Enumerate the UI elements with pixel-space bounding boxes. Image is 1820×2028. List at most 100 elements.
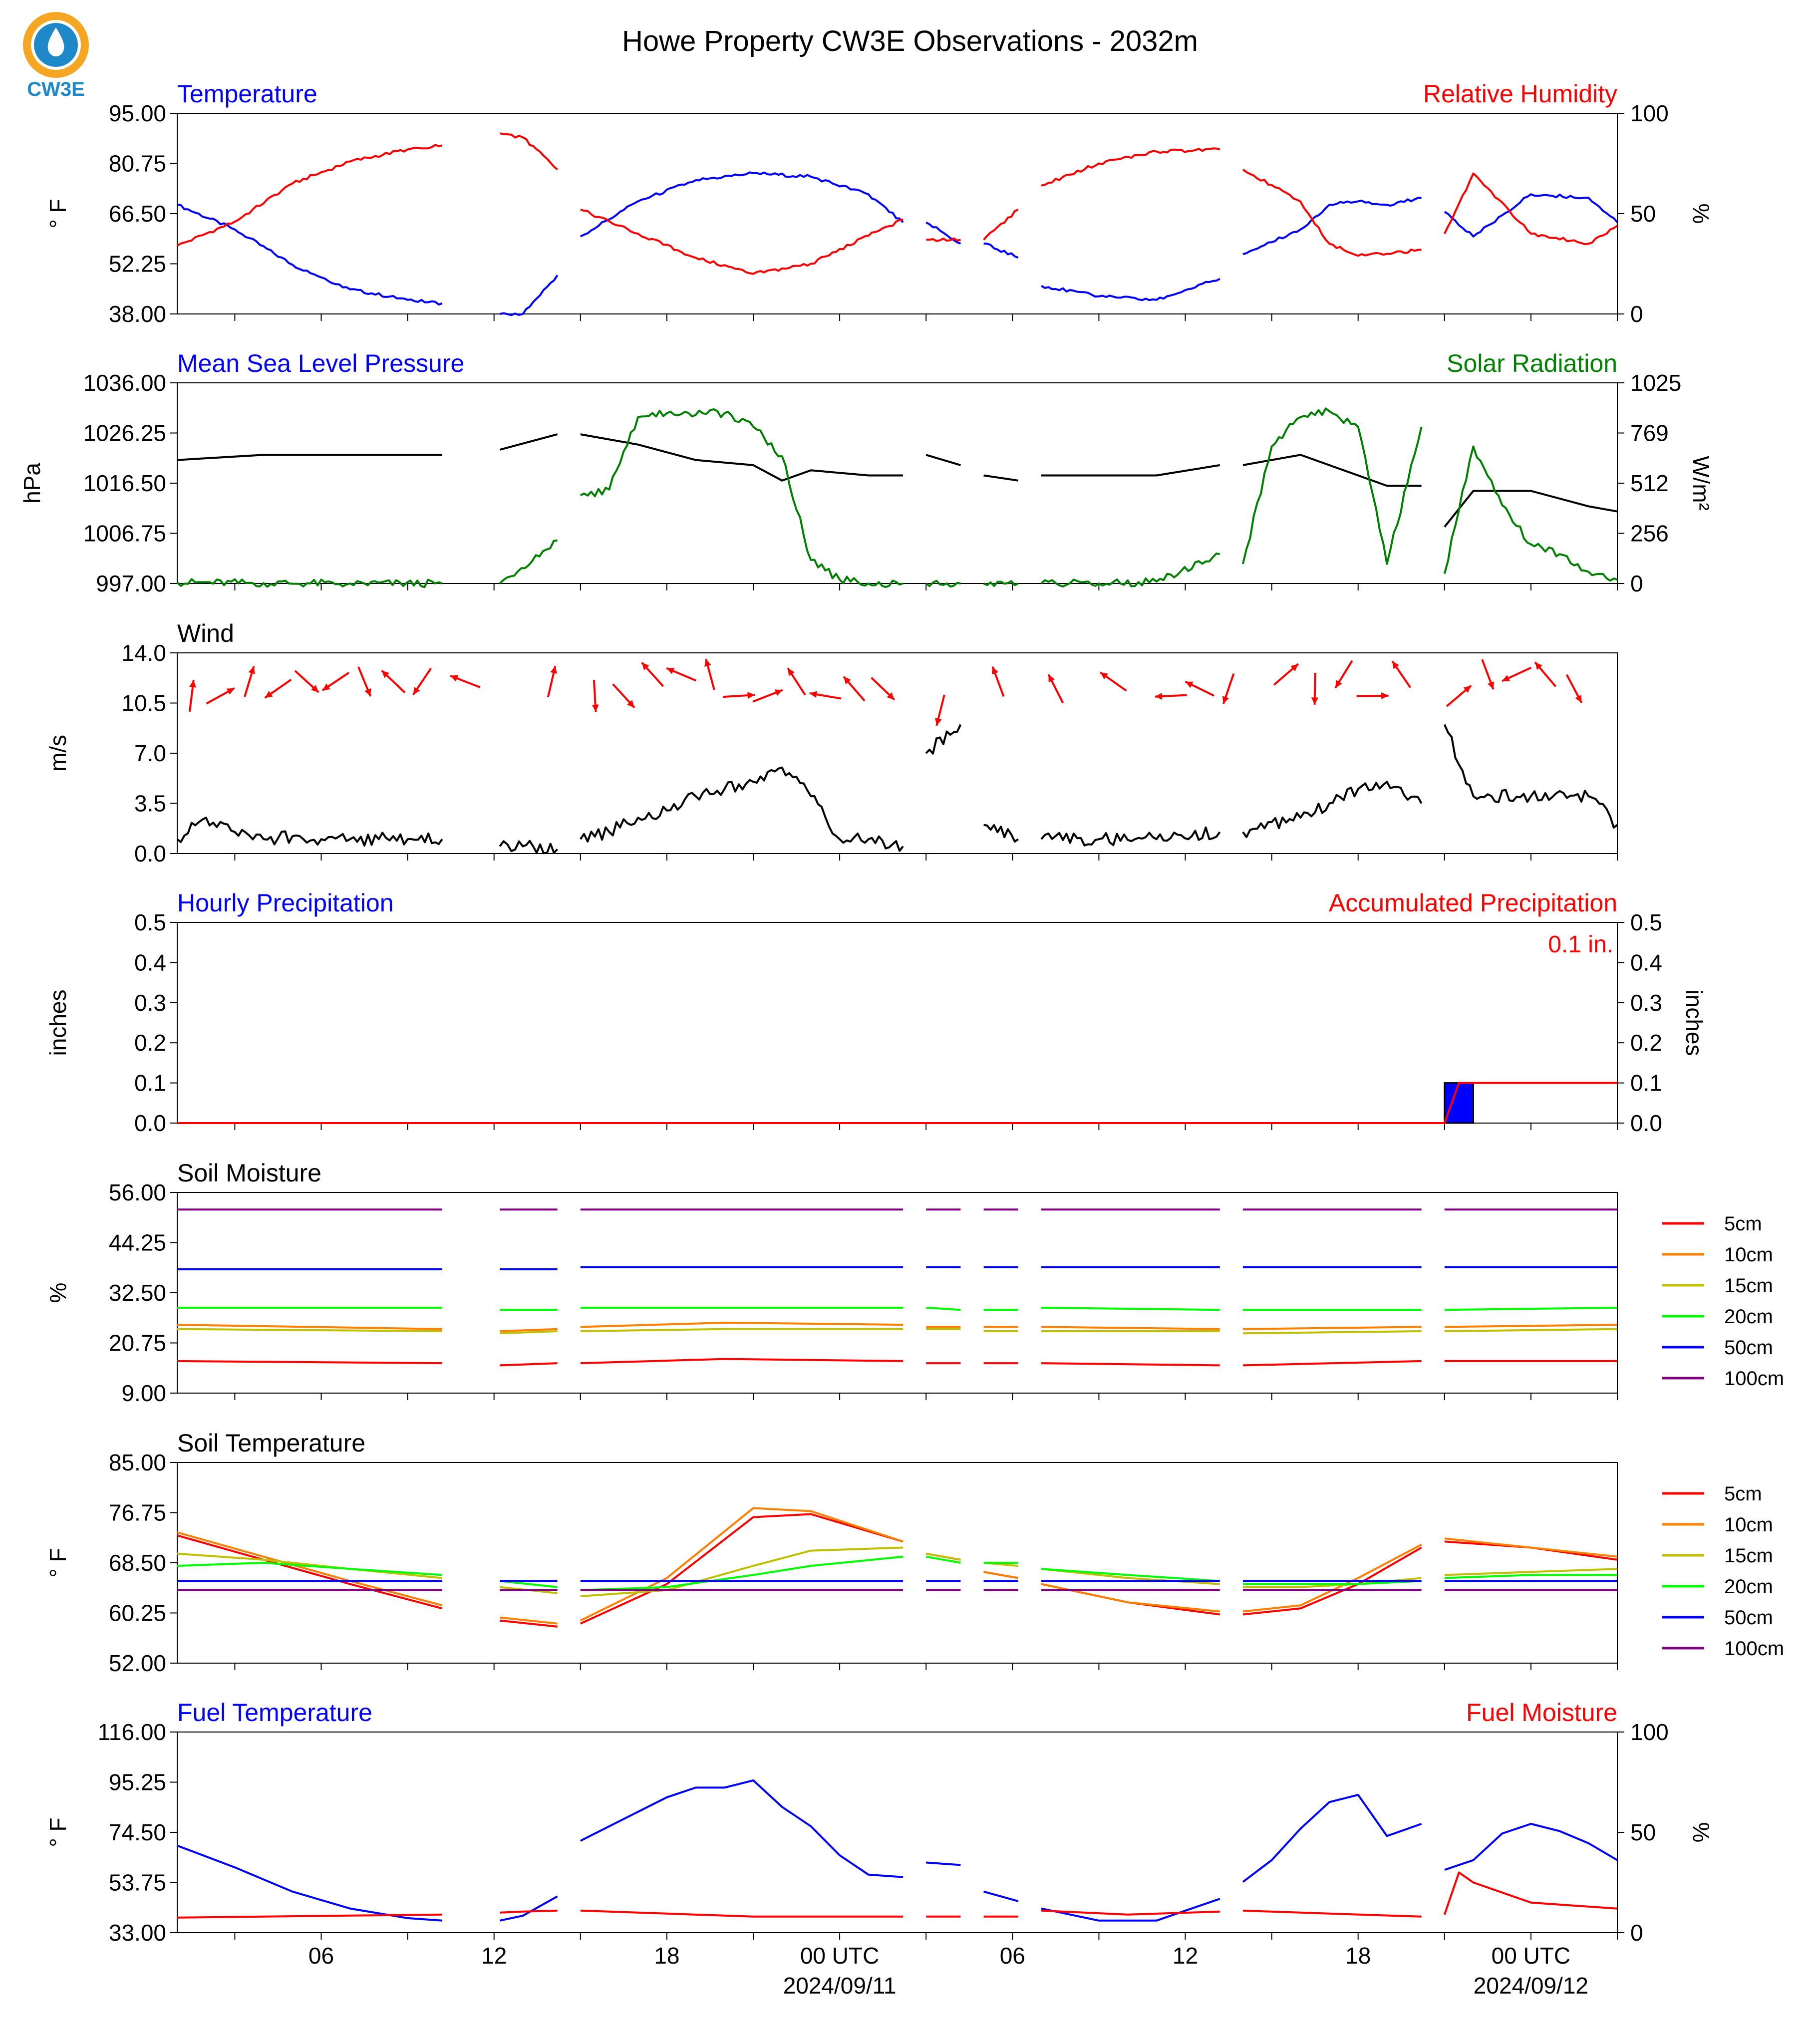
y-tick-label-left: 14.0 [121,640,166,666]
y-tick-label-left: 0.0 [134,841,166,867]
y-tick-label-left: 1036.00 [83,370,166,396]
wind-arrow-head [1535,662,1542,670]
legend-label: 10cm [1724,1244,1773,1266]
wind-arrow-head [1048,674,1055,683]
accumulation-annotation: 0.1 in. [1548,931,1613,958]
y-tick-label-right: 50 [1630,201,1656,227]
wind-arrow-head [248,666,255,674]
panel-temperature: Temperature Relative Humidity 95.00 80.75 66… [45,80,1714,327]
wind-arrow-head [844,676,851,685]
wind-arrow-head [550,666,557,674]
y-tick-label-left: 32.50 [109,1280,166,1306]
panel-title-left: Wind [177,619,234,647]
wind-arrow-head [450,675,459,682]
wind-arrow-head [265,691,273,698]
x-tick-label: 12 [1173,1943,1198,1969]
y-tick-label-left: 76.75 [109,1500,166,1526]
legend-label: 100cm [1724,1368,1784,1390]
series-line [177,1779,1618,1922]
wind-arrow-head [1381,692,1389,699]
wind-arrow-head [322,683,330,691]
plot-frame [177,1462,1618,1664]
legend-label: 50cm [1724,1337,1773,1359]
y-axis-label-left: ° F [45,199,71,228]
y-tick-label-right: 256 [1630,521,1669,547]
y-tick-label-left: 0.0 [134,1110,166,1136]
y-tick-label-left: 0.4 [134,949,166,975]
y-tick-label-left: 0.2 [134,1030,166,1056]
y-axis-label-left: ° F [45,1817,71,1847]
y-tick-label-right: 0.0 [1630,1110,1662,1136]
y-tick-label-left: 0.3 [134,990,166,1016]
x-tick-label: 06 [1000,1943,1025,1969]
wind-arrow-head [1155,693,1163,700]
x-tick-label: 06 [308,1943,334,1969]
wind-arrow-head [226,688,235,695]
y-tick-label-left: 52.00 [109,1650,166,1676]
y-tick-label-left: 0.5 [134,909,166,935]
wind-arrow-head [1463,685,1472,693]
y-tick-label-left: 0.1 [134,1070,166,1096]
y-tick-label-left: 85.00 [109,1449,166,1475]
plot-frame [177,113,1618,314]
series-line [177,1871,1618,1919]
y-tick-label-left: 3.5 [134,791,166,817]
wind-arrow-head [627,700,634,708]
wind-arrow-head [774,689,783,696]
wind-arrow-head [310,685,319,692]
panel-fuel: Fuel Temperature Fuel Moisture 116.00 95.25… [45,1699,1714,1999]
logo-text: CW3E [27,78,85,100]
y-tick-label-left: 53.75 [109,1870,166,1896]
x-date-label: 2024/09/12 [1474,1973,1588,1999]
x-tick-label: 18 [1345,1943,1371,1969]
precip-bar [1444,1082,1475,1124]
wind-arrow-head [1392,661,1400,669]
panel-title-left: Soil Temperature [177,1429,365,1457]
wind-arrow-head [1335,680,1342,688]
wind-arrow-head [788,668,795,676]
panel-title-left: Fuel Temperature [177,1699,372,1727]
series-line [177,1507,1618,1625]
y-axis-label-left: hPa [19,463,45,504]
legend-label: 5cm [1724,1483,1762,1505]
panel-soil-moisture: Soil Moisture 56.00 44.25 32.50 20.75 9.00% 5c… [45,1159,1784,1406]
panel-soil-temperature: Soil Temperature 85.00 76.75 68.50 60.25 52.0… [45,1429,1784,1676]
logo-ring-icon [23,12,89,78]
panel-title-right: Accumulated Precipitation [1329,889,1617,917]
wind-arrow-head [666,667,675,674]
wind-arrow-head [1311,697,1318,705]
legend-label: 15cm [1724,1545,1773,1567]
legend-label: 50cm [1724,1607,1773,1629]
x-date-label: 2024/09/11 [783,1973,897,1999]
wind-arrow-head [1222,696,1229,704]
y-axis-label-right: % [1688,1822,1714,1843]
series-line [177,1513,1618,1628]
wind-arrow-head [704,659,711,667]
y-tick-label-left: 10.5 [121,690,166,716]
x-tick-label: 00 UTC [800,1943,879,1969]
wind-arrow-head [1290,664,1298,671]
series-line [177,1328,1618,1335]
y-tick-label-left: 74.50 [109,1819,166,1845]
y-tick-label-right: 0.2 [1630,1030,1662,1056]
y-axis-label-left: inches [45,990,71,1056]
wind-arrow-head [1502,675,1510,681]
panel-wind: Wind 14.0 10.5 7.0 3.5 0.0 m/s [45,619,1618,867]
series-line [177,433,1618,528]
plot-frame [177,382,1618,584]
series-line [176,407,1618,588]
y-tick-label-left: 95.25 [109,1769,166,1795]
wind-arrow-head [641,662,649,670]
wind-arrow-head [381,670,389,678]
y-axis-label-left: % [45,1283,71,1303]
wind-arrow-head [887,692,895,700]
y-axis-label-right: % [1688,204,1714,224]
legend-label: 100cm [1724,1638,1784,1660]
y-tick-label-left: 33.00 [109,1920,166,1946]
plot-frame [177,652,1618,854]
y-tick-label-right: 0.5 [1630,909,1662,935]
plot-frame [177,1732,1618,1933]
wind-arrow-head [991,666,998,675]
y-tick-label-right: 512 [1630,470,1669,496]
panel-title-left: Soil Moisture [177,1159,321,1187]
